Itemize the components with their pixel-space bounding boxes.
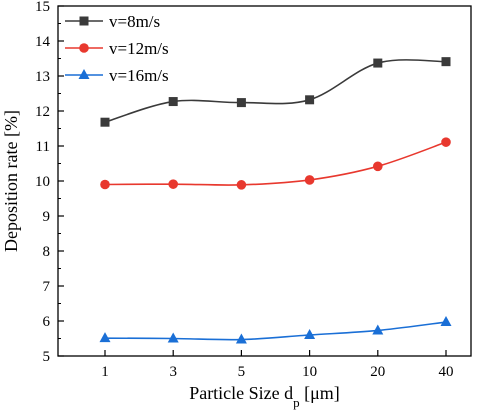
series-line	[104, 321, 447, 341]
data-point	[373, 58, 383, 68]
data-point	[168, 97, 178, 107]
data-point	[236, 98, 246, 108]
x-tick-label: 5	[238, 364, 246, 380]
legend-marker	[79, 43, 89, 53]
series-2	[100, 137, 451, 190]
data-point	[373, 161, 383, 172]
x-tick-label: 10	[302, 364, 317, 380]
series-layer	[99, 57, 452, 344]
data-point	[168, 179, 178, 189]
x-tick-label: 20	[370, 364, 385, 380]
y-tick-label: 5	[43, 349, 51, 365]
legend-label: v=8m/s	[109, 12, 160, 31]
data-point	[372, 324, 384, 335]
y-tick-label: 14	[35, 34, 51, 50]
y-tick-label: 6	[43, 314, 51, 330]
data-point	[304, 175, 315, 185]
data-point	[441, 137, 451, 147]
y-tick-label: 8	[43, 244, 51, 260]
legend: v=8m/s v=12m/s v=16m/s	[65, 12, 169, 85]
legend-item: v=12m/s	[65, 39, 169, 58]
legend-marker	[79, 16, 89, 26]
y-tick-label: 13	[35, 69, 50, 85]
series-1	[100, 57, 451, 127]
y-tick-label: 7	[43, 279, 51, 295]
series-3	[99, 316, 452, 344]
y-tick-label: 11	[36, 139, 50, 155]
data-point	[441, 57, 451, 67]
data-point	[236, 180, 247, 190]
data-point	[305, 95, 315, 105]
y-tick-label: 15	[35, 0, 50, 15]
x-tick-label: 3	[169, 364, 177, 380]
plot-frame	[57, 5, 472, 357]
x-tick-label: 1	[101, 364, 109, 380]
y-tick-label: 9	[43, 209, 51, 225]
x-axis-title-sub: p	[293, 395, 300, 410]
data-point	[304, 329, 316, 339]
legend-item: v=16m/s	[65, 66, 169, 85]
x-axis-title-main: Particle Size d	[189, 383, 293, 403]
legend-label: v=16m/s	[109, 66, 169, 85]
data-point	[100, 179, 110, 190]
x-tick-label: 40	[439, 364, 454, 380]
legend-item: v=8m/s	[65, 12, 160, 31]
y-tick-label: 10	[35, 174, 50, 190]
data-point	[99, 332, 111, 343]
legend-label: v=12m/s	[109, 39, 169, 58]
legend-marker	[78, 69, 90, 79]
y-tick-label: 12	[35, 104, 50, 120]
data-point	[235, 333, 247, 344]
data-point	[100, 117, 110, 127]
y-axis-title: Deposition rate [%]	[1, 110, 21, 252]
data-point	[167, 332, 179, 343]
x-axis-title-unit: [μm]	[300, 383, 340, 403]
data-point	[440, 316, 452, 327]
x-axis-title: Particle Size dp [μm]	[189, 383, 340, 410]
series-line	[104, 141, 447, 186]
series-line	[104, 59, 447, 123]
